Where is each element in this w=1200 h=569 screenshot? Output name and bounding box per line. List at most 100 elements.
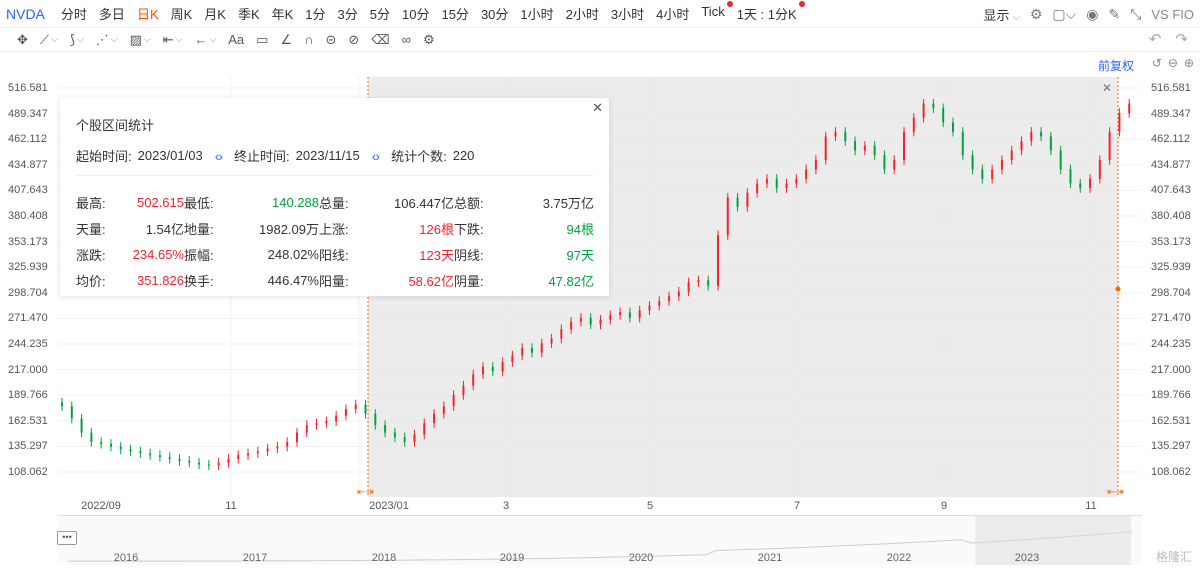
period-tab[interactable]: 日K bbox=[136, 7, 159, 22]
period-tab[interactable]: 分时 bbox=[60, 7, 87, 22]
candle-body bbox=[168, 457, 171, 459]
stat-key: 涨跌: bbox=[76, 247, 106, 263]
candle-body bbox=[247, 453, 250, 456]
eraser-icon[interactable]: ∠ bbox=[280, 31, 293, 47]
display-dropdown[interactable]: 显示 ⌵ bbox=[983, 7, 1020, 23]
period-tab[interactable]: 30分 bbox=[480, 7, 509, 22]
candle-body bbox=[824, 136, 827, 160]
drawing-toolbar: ✥ ⟋ ⌵ ⟆ ⌵ ⋰ ⌵ ▨ ⌵ ⇤ ⌵ ← ⌵ Aa ▭ ∠ ∩ ⊝ ⊘ ⌫ ∞ ⚙ bbox=[0, 28, 1200, 52]
period-tab[interactable]: 15分 bbox=[441, 7, 469, 22]
settings-icon[interactable]: ⚙ bbox=[1029, 6, 1043, 22]
end-adjust-icon[interactable]: ‹› bbox=[371, 147, 380, 164]
candle-body bbox=[785, 183, 788, 189]
time-tick: 3 bbox=[502, 500, 510, 512]
candle-body bbox=[1128, 103, 1131, 113]
hide-icon[interactable]: ⊘ bbox=[348, 31, 360, 47]
range-stats-panel: 个股区间统计 ✕ 起始时间: 2023/01/03 ‹› 终止时间: 2023/… bbox=[60, 98, 609, 296]
gear-icon[interactable]: ⚙ bbox=[422, 31, 435, 47]
stat-key: 阳线: bbox=[319, 247, 349, 263]
vs-label[interactable]: VS FIO bbox=[1151, 6, 1194, 22]
start-handle-icon: ⇤⇥ bbox=[357, 487, 374, 497]
start-adjust-icon[interactable]: ‹› bbox=[214, 147, 223, 164]
period-tab[interactable]: 年K bbox=[271, 7, 294, 22]
candle-body bbox=[384, 425, 387, 433]
candle-body bbox=[942, 108, 945, 123]
crosshair-icon[interactable]: ✥ bbox=[17, 31, 28, 47]
text-icon[interactable]: Aa bbox=[228, 32, 245, 47]
candle-body bbox=[1020, 141, 1023, 151]
period-tab[interactable]: 4小时 bbox=[656, 7, 690, 22]
period-tab[interactable]: 月K bbox=[204, 7, 226, 22]
period-tab[interactable]: Tick bbox=[695, 1, 733, 23]
candle-body bbox=[961, 131, 964, 156]
stat-value: 97天 bbox=[566, 247, 594, 263]
redo-icon[interactable]: ↷ bbox=[1175, 31, 1188, 48]
period-tab[interactable]: 5分 bbox=[369, 7, 390, 22]
period-tab[interactable]: 1分 bbox=[305, 7, 326, 22]
undo-icon[interactable]: ↶ bbox=[1148, 31, 1162, 48]
time-tick: 5 bbox=[646, 500, 654, 512]
price-tick: 244.235 bbox=[1151, 338, 1191, 350]
reset-icon[interactable]: ↺ bbox=[1151, 56, 1162, 70]
period-tab[interactable]: 季K bbox=[237, 7, 260, 22]
candle-body bbox=[746, 192, 749, 207]
period-tab[interactable]: 2小时 bbox=[565, 7, 599, 22]
candle-body bbox=[550, 338, 553, 344]
comment-icon[interactable]: ▭ bbox=[256, 31, 269, 47]
candle-body bbox=[883, 155, 886, 170]
fullscreen-icon[interactable]: ⤡ bbox=[1130, 6, 1142, 22]
stat-value: 58.62亿 bbox=[408, 273, 454, 289]
candle-body bbox=[1030, 131, 1033, 142]
zoom-in-icon[interactable]: ⊕ bbox=[1183, 56, 1194, 70]
price-tick: 189.766 bbox=[1151, 389, 1191, 402]
stat-value: 351.826 bbox=[137, 272, 184, 288]
stat-key: 换手: bbox=[184, 273, 214, 289]
period-tab[interactable]: 1小时 bbox=[520, 7, 554, 22]
period-tab[interactable]: 1天 : 1分K bbox=[731, 1, 805, 23]
trash-icon[interactable]: ⌫ bbox=[371, 31, 390, 47]
price-tick: 353.173 bbox=[1151, 235, 1191, 248]
nav-year: 2019 bbox=[499, 552, 525, 564]
candle-body bbox=[227, 458, 230, 463]
candle-body bbox=[325, 421, 328, 424]
polyline-icon[interactable]: ⟆ ⌵ bbox=[69, 31, 84, 47]
candle-body bbox=[442, 406, 445, 414]
adjust-mode[interactable]: 前复权 bbox=[1097, 59, 1134, 73]
stat-value: 446.47% bbox=[267, 272, 319, 288]
lock-icon[interactable]: ⊝ bbox=[325, 31, 337, 47]
close-icon[interactable]: ✕ bbox=[592, 100, 603, 115]
trendline-icon[interactable]: ⟋ ⌵ bbox=[39, 31, 58, 47]
measure-icon[interactable]: ⇤ ⌵ bbox=[162, 31, 183, 47]
candle-body bbox=[188, 460, 191, 463]
layout-icon[interactable]: ▢⌵ bbox=[1052, 6, 1077, 22]
stat-key: 阴量: bbox=[454, 273, 484, 289]
price-tick: 489.347 bbox=[8, 107, 48, 120]
period-tab[interactable]: 周K bbox=[170, 7, 193, 22]
candle-body bbox=[61, 402, 63, 407]
period-tab[interactable]: 多日 bbox=[98, 7, 125, 22]
price-tick: 108.062 bbox=[1151, 466, 1191, 478]
stats-row: 最高: 502.615 最低: 140.288 总量: 106.447亿 总额: 3.75万亿 bbox=[76, 189, 594, 215]
candle-body bbox=[570, 321, 573, 330]
time-tick: 11 bbox=[1085, 500, 1097, 512]
fib-icon[interactable]: ▨ ⌵ bbox=[129, 31, 151, 47]
camera-icon[interactable]: ◉ bbox=[1086, 6, 1099, 22]
range-navigator[interactable] bbox=[57, 515, 1142, 565]
link-icon[interactable]: ∞ bbox=[401, 32, 411, 47]
symbol-label[interactable]: NVDA bbox=[6, 5, 45, 22]
navigator-menu-button[interactable]: ••• bbox=[57, 531, 77, 545]
candle-body bbox=[863, 145, 866, 151]
period-tab[interactable]: 10分 bbox=[402, 7, 430, 22]
arrow-icon[interactable]: ← ⌵ bbox=[194, 32, 217, 47]
magnet-icon[interactable]: ∩ bbox=[304, 32, 314, 47]
candle-body bbox=[1010, 150, 1013, 160]
candle-body bbox=[149, 453, 152, 456]
candle-body bbox=[795, 178, 798, 184]
pencil-icon[interactable]: ✎ bbox=[1108, 6, 1121, 22]
zoom-out-icon[interactable]: ⊖ bbox=[1167, 56, 1178, 70]
candle-body bbox=[364, 404, 367, 414]
period-tab[interactable]: 3小时 bbox=[610, 7, 645, 22]
selection-close-icon[interactable]: ✕ bbox=[1102, 81, 1113, 95]
period-tab[interactable]: 3分 bbox=[337, 7, 358, 22]
wave-icon[interactable]: ⋰ ⌵ bbox=[95, 31, 118, 47]
